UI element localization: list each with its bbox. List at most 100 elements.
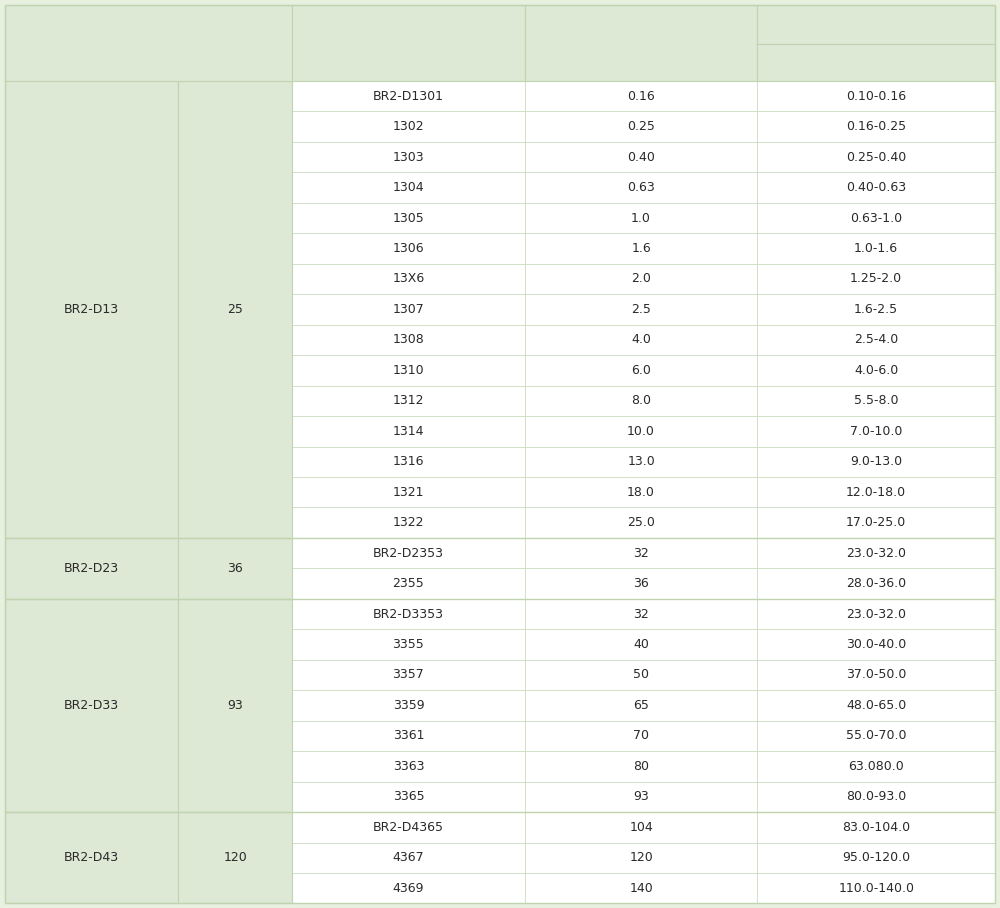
Text: 80: 80 [633, 760, 649, 773]
Bar [5, 355, 178, 386]
Text: 1314: 1314 [393, 425, 424, 438]
Bar [178, 629, 292, 660]
Text: 30.0-40.0: 30.0-40.0 [846, 638, 906, 651]
Bar [292, 81, 525, 112]
Bar [525, 508, 757, 538]
Bar [5, 660, 178, 690]
Text: 3357: 3357 [393, 668, 424, 682]
Bar [178, 599, 292, 812]
Text: 2355: 2355 [393, 577, 424, 590]
Bar [292, 416, 525, 447]
Bar [292, 568, 525, 599]
Bar [5, 112, 178, 142]
Text: 104: 104 [629, 821, 653, 834]
Text: BR2-D2353: BR2-D2353 [373, 547, 444, 559]
Text: 25: 25 [227, 303, 243, 316]
Bar [292, 721, 525, 751]
Text: 2.0: 2.0 [631, 272, 651, 285]
Bar [525, 782, 757, 812]
Bar [525, 721, 757, 751]
Bar [757, 629, 995, 660]
Bar [5, 690, 178, 721]
Text: 7.0-10.0: 7.0-10.0 [850, 425, 902, 438]
Bar [178, 233, 292, 263]
Text: 0.40: 0.40 [627, 151, 655, 163]
Bar [525, 416, 757, 447]
Bar [178, 751, 292, 782]
Bar [292, 843, 525, 873]
Text: 25.0: 25.0 [627, 516, 655, 529]
Bar [525, 568, 757, 599]
Bar [178, 508, 292, 538]
Text: 1306: 1306 [393, 242, 424, 255]
Bar [525, 629, 757, 660]
Bar [178, 355, 292, 386]
Bar [757, 263, 995, 294]
Text: Thermal component: Thermal component [574, 36, 708, 49]
Bar [525, 325, 757, 355]
Text: 1312: 1312 [393, 394, 424, 408]
Bar [178, 812, 292, 903]
Text: 1321: 1321 [393, 486, 424, 498]
Bar [5, 782, 178, 812]
Bar [525, 355, 757, 386]
Text: 32: 32 [633, 607, 649, 620]
Text: 55.0-70.0: 55.0-70.0 [846, 729, 906, 743]
Text: 50: 50 [633, 668, 649, 682]
Bar [525, 477, 757, 508]
Bar [292, 294, 525, 325]
Bar [525, 812, 757, 843]
Bar [292, 5, 525, 81]
Text: 0.25-0.40: 0.25-0.40 [846, 151, 906, 163]
Text: 5.5-8.0: 5.5-8.0 [854, 394, 898, 408]
Text: 23.0-32.0: 23.0-32.0 [846, 607, 906, 620]
Bar [757, 294, 995, 325]
Text: 13.0: 13.0 [627, 455, 655, 469]
Text: 12.0-18.0: 12.0-18.0 [846, 486, 906, 498]
Bar [178, 812, 292, 843]
Bar [178, 690, 292, 721]
Bar [292, 751, 525, 782]
Bar [757, 142, 995, 173]
Text: Rated working current
of thermal relay: Rated working current of thermal relay [334, 29, 483, 56]
Text: 2.5: 2.5 [631, 303, 651, 316]
Bar [525, 5, 757, 81]
Bar [525, 843, 757, 873]
Text: 1.6: 1.6 [631, 242, 651, 255]
Bar [292, 142, 525, 173]
Text: 8.0: 8.0 [631, 394, 651, 408]
Bar [178, 660, 292, 690]
Text: 93: 93 [633, 790, 649, 804]
Text: 18.0: 18.0 [627, 486, 655, 498]
Text: 37.0-50.0: 37.0-50.0 [846, 668, 906, 682]
Bar [178, 263, 292, 294]
Bar [757, 782, 995, 812]
Bar [292, 629, 525, 660]
Bar [5, 812, 178, 903]
Bar [178, 538, 292, 568]
Bar [757, 660, 995, 690]
Bar [5, 263, 178, 294]
Bar [525, 81, 757, 112]
Bar [5, 812, 178, 843]
Bar [178, 294, 292, 325]
Text: 3359: 3359 [393, 699, 424, 712]
Text: 1.25-2.0: 1.25-2.0 [850, 272, 902, 285]
Bar [757, 508, 995, 538]
Bar [757, 538, 995, 568]
Bar [5, 5, 292, 81]
Bar [5, 568, 178, 599]
Bar [757, 568, 995, 599]
Bar [5, 416, 178, 447]
Bar [525, 386, 757, 416]
Bar [525, 263, 757, 294]
Text: 6.0: 6.0 [631, 364, 651, 377]
Bar [525, 202, 757, 233]
Bar [5, 173, 178, 202]
Text: 10.0: 10.0 [627, 425, 655, 438]
Bar [5, 325, 178, 355]
Bar [5, 81, 178, 538]
Bar [178, 416, 292, 447]
Bar [5, 233, 178, 263]
Bar [292, 173, 525, 202]
